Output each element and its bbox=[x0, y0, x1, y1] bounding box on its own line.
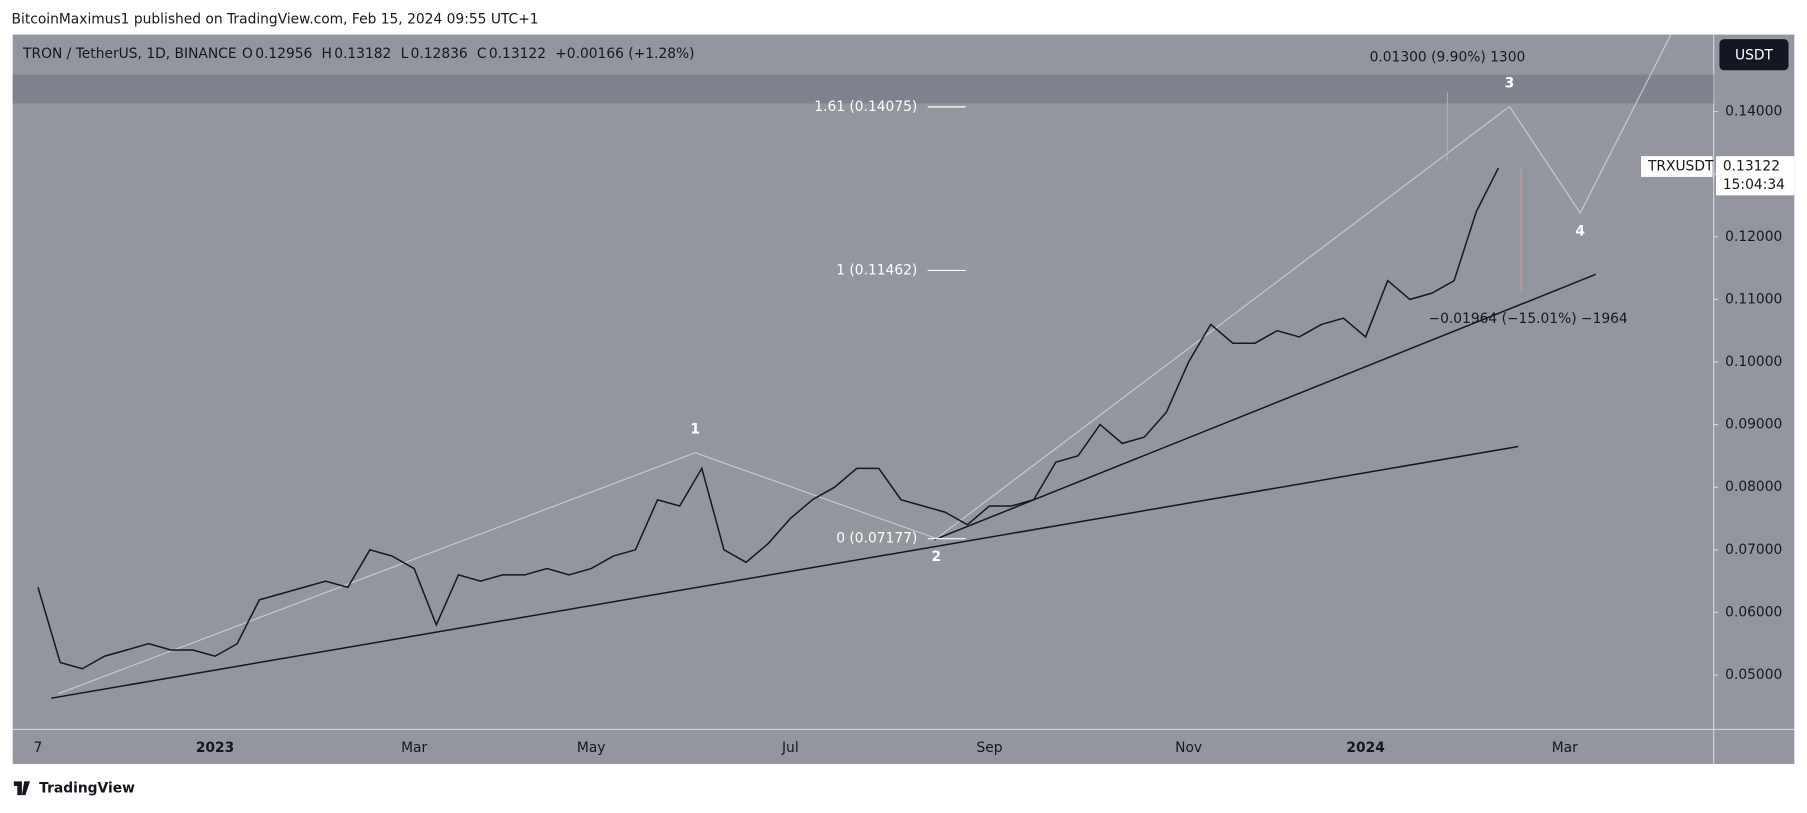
y-tick-label: 0.07000 bbox=[1725, 542, 1782, 558]
trendline bbox=[51, 445, 1519, 699]
price-tag bbox=[1715, 156, 1795, 196]
y-tick-label: 0.12000 bbox=[1725, 229, 1782, 245]
ohlc-label: C bbox=[477, 46, 487, 62]
x-tick-label: 7 bbox=[34, 740, 43, 756]
y-tick-label: 0.08000 bbox=[1725, 479, 1782, 495]
symbol-tag bbox=[1641, 156, 1713, 177]
y-tick-label: 0.11000 bbox=[1725, 291, 1782, 307]
y-tick-label: 0.14000 bbox=[1725, 104, 1782, 120]
ohlc-value: 0.12836 bbox=[411, 46, 468, 62]
y-tick-label: 0.10000 bbox=[1725, 354, 1782, 370]
x-tick-label: Mar bbox=[1552, 740, 1578, 756]
x-tick-label: 2023 bbox=[196, 740, 234, 756]
wave-label: 1 bbox=[690, 422, 700, 438]
x-tick-label: Mar bbox=[401, 740, 427, 756]
footer-logo: TradingView bbox=[39, 780, 135, 796]
measurement: −0.01964 (−15.01%) −1964 bbox=[1429, 311, 1628, 327]
x-tick-label: 2024 bbox=[1346, 740, 1384, 756]
publisher: BitcoinMaximus1 published on TradingView… bbox=[12, 12, 539, 28]
wave-label: 4 bbox=[1575, 223, 1585, 239]
ohlc-value: 0.12956 bbox=[255, 46, 312, 62]
measurement: 0.01300 (9.90%) 1300 bbox=[1370, 50, 1526, 66]
y-tick-label: 0.05000 bbox=[1725, 667, 1782, 683]
trendline bbox=[933, 273, 1597, 541]
currency-button[interactable] bbox=[1719, 39, 1789, 71]
ohlc-label: O bbox=[242, 46, 253, 62]
resistance-zone bbox=[12, 74, 1714, 104]
wave-path bbox=[57, 34, 1672, 695]
y-tick-label: 0.09000 bbox=[1725, 417, 1782, 433]
price-line bbox=[37, 167, 1500, 670]
wave-label: 3 bbox=[1505, 76, 1515, 92]
fib-label: 1 (0.11462) bbox=[836, 262, 917, 278]
countdown: 15:04:34 bbox=[1723, 177, 1785, 193]
currency[interactable]: USDT bbox=[1735, 47, 1774, 63]
x-tick-label: Nov bbox=[1175, 740, 1202, 756]
x-tick-label: Sep bbox=[976, 740, 1002, 756]
ohlc-value: 0.13182 bbox=[334, 46, 391, 62]
change: +0.00166 (+1.28%) bbox=[555, 46, 694, 62]
last-price: 0.13122 bbox=[1723, 159, 1780, 175]
chart-area bbox=[12, 34, 1795, 765]
ohlc-value: 0.13122 bbox=[489, 46, 546, 62]
fib-label: 1.61 (0.14075) bbox=[814, 99, 917, 115]
ohlc-label: H bbox=[322, 46, 332, 62]
logo-icon bbox=[13, 781, 30, 796]
ohlc-label: L bbox=[401, 46, 409, 62]
wave-label: 2 bbox=[932, 549, 942, 565]
x-tick-label: May bbox=[577, 740, 606, 756]
symbol-label: TRXUSDT bbox=[1647, 159, 1714, 175]
y-tick-label: 0.06000 bbox=[1725, 604, 1782, 620]
x-tick-label: Jul bbox=[781, 740, 799, 756]
fib-label: 0 (0.07177) bbox=[836, 531, 917, 547]
symbol-title: TRON / TetherUS, 1D, BINANCE bbox=[22, 46, 237, 62]
